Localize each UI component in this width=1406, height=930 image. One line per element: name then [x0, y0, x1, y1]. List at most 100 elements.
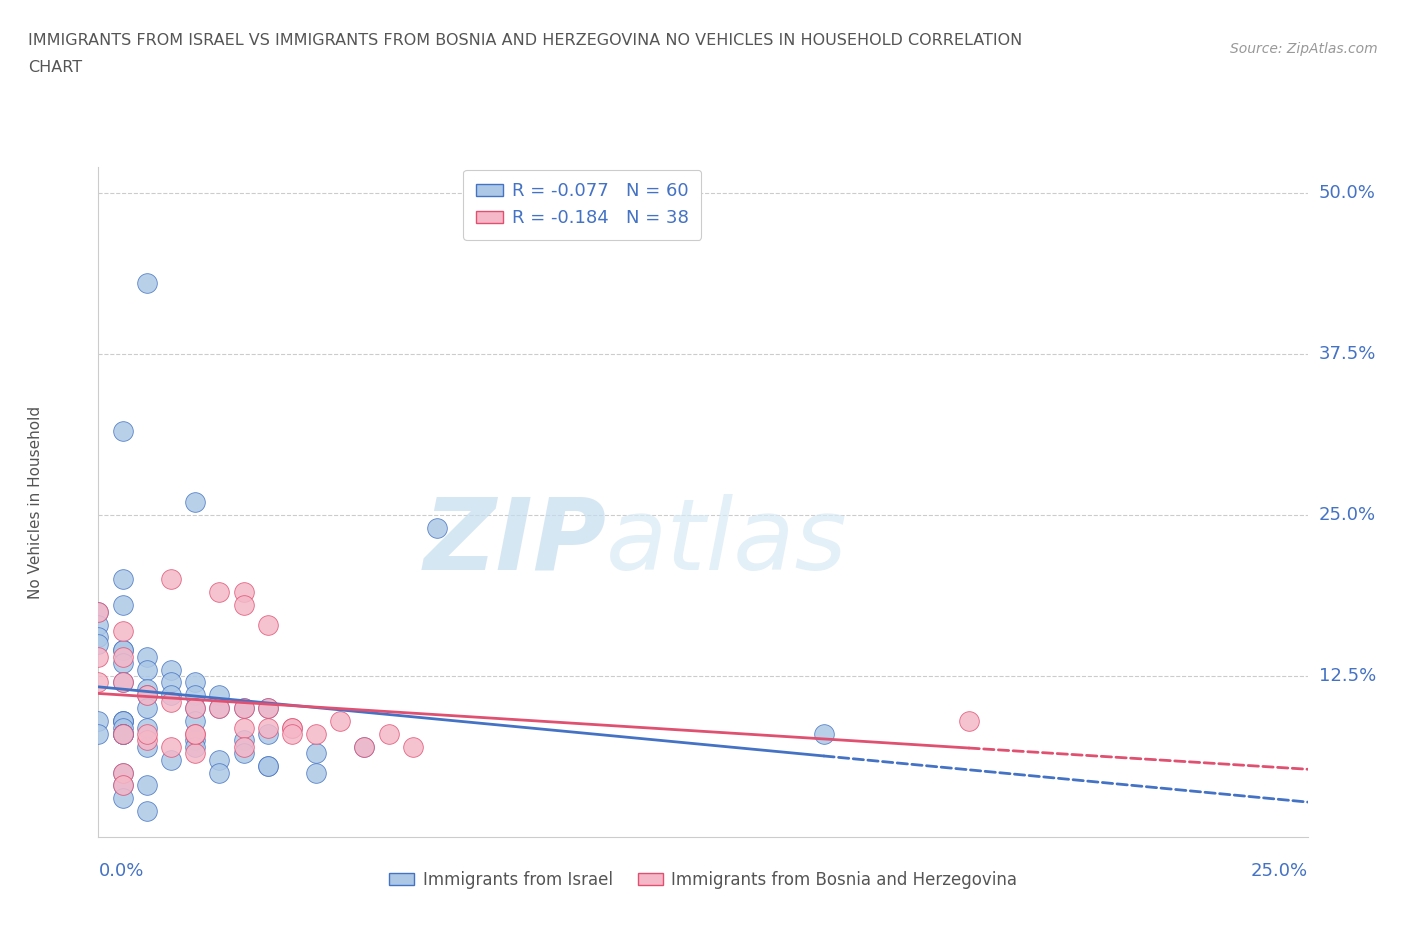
- Point: [87, 649, 110, 664]
- Point: [111, 675, 134, 690]
- Point: [184, 713, 207, 728]
- Point: [256, 618, 278, 632]
- Text: Source: ZipAtlas.com: Source: ZipAtlas.com: [1230, 42, 1378, 56]
- Point: [184, 726, 207, 741]
- Point: [184, 739, 207, 754]
- Point: [353, 739, 375, 754]
- Point: [87, 675, 110, 690]
- Point: [111, 713, 134, 728]
- Point: [160, 688, 183, 703]
- Point: [135, 688, 157, 703]
- Point: [111, 656, 134, 671]
- Text: 25.0%: 25.0%: [1250, 862, 1308, 880]
- Point: [329, 713, 352, 728]
- Point: [813, 726, 835, 741]
- Point: [281, 720, 304, 735]
- Point: [281, 726, 304, 741]
- Point: [111, 713, 134, 728]
- Legend: Immigrants from Israel, Immigrants from Bosnia and Herzegovina: Immigrants from Israel, Immigrants from …: [382, 864, 1024, 896]
- Point: [256, 701, 278, 716]
- Point: [111, 726, 134, 741]
- Text: 12.5%: 12.5%: [1319, 667, 1376, 685]
- Point: [135, 682, 157, 697]
- Point: [111, 643, 134, 658]
- Point: [135, 726, 157, 741]
- Point: [256, 701, 278, 716]
- Point: [208, 701, 231, 716]
- Point: [111, 765, 134, 780]
- Point: [402, 739, 425, 754]
- Point: [135, 276, 157, 291]
- Text: No Vehicles in Household: No Vehicles in Household: [28, 405, 44, 599]
- Point: [111, 643, 134, 658]
- Point: [256, 726, 278, 741]
- Point: [377, 726, 399, 741]
- Point: [111, 649, 134, 664]
- Point: [232, 598, 254, 613]
- Point: [111, 720, 134, 735]
- Point: [232, 701, 254, 716]
- Text: 0.0%: 0.0%: [98, 862, 143, 880]
- Point: [135, 662, 157, 677]
- Point: [160, 752, 183, 767]
- Point: [208, 765, 231, 780]
- Text: ZIP: ZIP: [423, 494, 606, 591]
- Point: [184, 495, 207, 510]
- Point: [111, 675, 134, 690]
- Point: [184, 688, 207, 703]
- Point: [256, 759, 278, 774]
- Point: [256, 720, 278, 735]
- Point: [135, 720, 157, 735]
- Point: [87, 713, 110, 728]
- Point: [135, 778, 157, 793]
- Point: [87, 726, 110, 741]
- Point: [135, 701, 157, 716]
- Point: [135, 804, 157, 818]
- Point: [208, 585, 231, 600]
- Point: [135, 739, 157, 754]
- Point: [232, 585, 254, 600]
- Point: [111, 726, 134, 741]
- Point: [135, 649, 157, 664]
- Point: [87, 604, 110, 619]
- Point: [208, 688, 231, 703]
- Point: [184, 746, 207, 761]
- Point: [305, 746, 328, 761]
- Text: CHART: CHART: [28, 60, 82, 75]
- Point: [135, 688, 157, 703]
- Point: [957, 713, 980, 728]
- Point: [232, 746, 254, 761]
- Point: [111, 778, 134, 793]
- Point: [87, 630, 110, 644]
- Point: [305, 726, 328, 741]
- Point: [111, 713, 134, 728]
- Text: 25.0%: 25.0%: [1319, 506, 1376, 525]
- Point: [87, 618, 110, 632]
- Point: [111, 424, 134, 439]
- Point: [305, 765, 328, 780]
- Point: [232, 733, 254, 748]
- Point: [160, 675, 183, 690]
- Point: [111, 765, 134, 780]
- Point: [184, 701, 207, 716]
- Point: [111, 778, 134, 793]
- Point: [111, 726, 134, 741]
- Point: [184, 675, 207, 690]
- Point: [208, 701, 231, 716]
- Text: atlas: atlas: [606, 494, 848, 591]
- Point: [281, 720, 304, 735]
- Point: [232, 701, 254, 716]
- Point: [184, 733, 207, 748]
- Point: [111, 726, 134, 741]
- Point: [353, 739, 375, 754]
- Point: [256, 759, 278, 774]
- Point: [135, 733, 157, 748]
- Point: [87, 604, 110, 619]
- Text: IMMIGRANTS FROM ISRAEL VS IMMIGRANTS FROM BOSNIA AND HERZEGOVINA NO VEHICLES IN : IMMIGRANTS FROM ISRAEL VS IMMIGRANTS FRO…: [28, 33, 1022, 47]
- Point: [111, 623, 134, 638]
- Point: [232, 739, 254, 754]
- Point: [426, 521, 449, 536]
- Point: [111, 572, 134, 587]
- Point: [160, 739, 183, 754]
- Point: [111, 790, 134, 805]
